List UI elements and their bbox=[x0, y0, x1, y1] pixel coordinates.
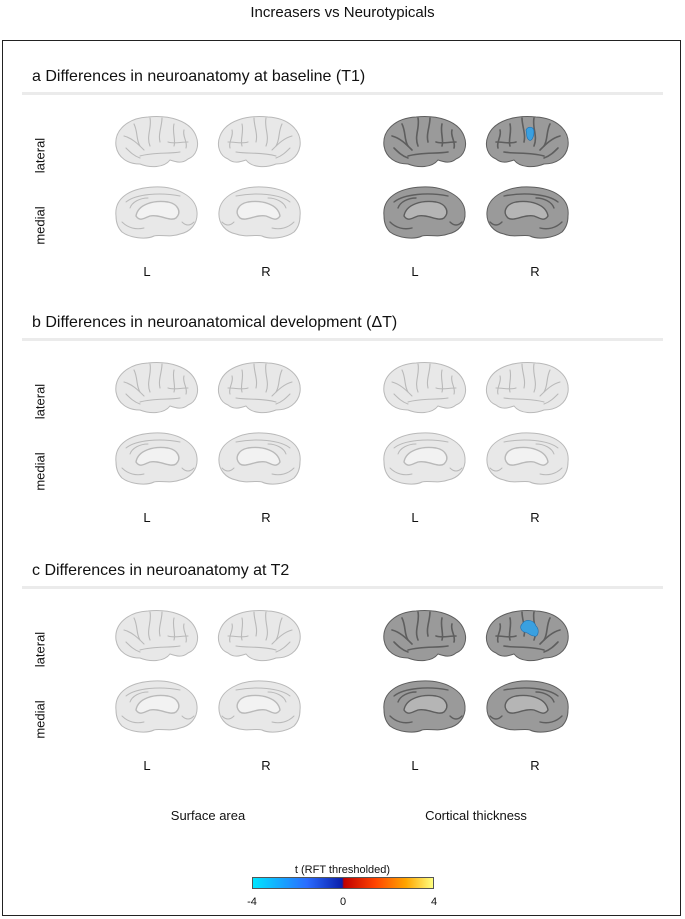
panel-divider bbox=[22, 338, 663, 341]
brain-surface-medial-right-image bbox=[218, 186, 301, 239]
brain-surface-medial-left-image bbox=[115, 432, 198, 485]
brain-surface-lateral-right-image bbox=[217, 116, 301, 168]
figure-frame bbox=[2, 40, 681, 916]
brain-thickness-lateral-left-image bbox=[383, 610, 467, 662]
colorbar-title: t (RFT thresholded) bbox=[294, 864, 391, 876]
hemi-label-right-surface: R bbox=[261, 264, 271, 279]
brain-thickness-medial-right bbox=[482, 428, 574, 495]
panel-title: c Differences in neuroanatomy at T2 bbox=[32, 562, 290, 579]
brain-surface-lateral-left bbox=[110, 112, 202, 179]
brain-surface-medial-right-image bbox=[218, 680, 301, 733]
brain-thickness-lateral-right-image bbox=[485, 116, 569, 168]
hemi-label-right-thickness: R bbox=[530, 264, 540, 279]
brain-surface-lateral-right-image bbox=[217, 610, 301, 662]
brain-surface-lateral-left-image bbox=[115, 610, 199, 662]
panel-title: b Differences in neuroanatomical develop… bbox=[32, 314, 398, 331]
colorbar-tick-max: 4 bbox=[430, 896, 438, 908]
hemi-label-left-thickness: L bbox=[411, 264, 419, 279]
brain-surface-medial-right bbox=[214, 428, 306, 495]
hemi-label-left-surface: L bbox=[143, 510, 151, 525]
brain-thickness-lateral-left-image bbox=[383, 362, 467, 414]
hemi-label-left-surface: L bbox=[143, 758, 151, 773]
brain-surface-lateral-left bbox=[110, 606, 202, 673]
hemi-label-right-thickness: R bbox=[530, 510, 540, 525]
brain-thickness-lateral-right bbox=[482, 358, 574, 425]
brain-surface-lateral-right bbox=[214, 358, 306, 425]
row-label-medial: medial bbox=[32, 452, 48, 491]
brain-surface-medial-left-image bbox=[115, 186, 198, 239]
brain-thickness-medial-left bbox=[378, 182, 470, 249]
brain-thickness-medial-left bbox=[378, 428, 470, 495]
hemi-label-right-surface: R bbox=[261, 510, 271, 525]
brain-thickness-medial-left bbox=[378, 676, 470, 743]
row-label-lateral: lateral bbox=[32, 631, 48, 668]
brain-thickness-medial-left-image bbox=[383, 186, 466, 239]
row-label-medial: medial bbox=[32, 700, 48, 739]
brain-thickness-medial-right-image bbox=[486, 432, 569, 485]
brain-thickness-lateral-right-image bbox=[485, 610, 569, 662]
hemi-label-left-surface: L bbox=[143, 264, 151, 279]
brain-thickness-medial-right-image bbox=[486, 680, 569, 733]
row-label-lateral: lateral bbox=[32, 137, 48, 174]
brain-surface-lateral-right bbox=[214, 606, 306, 673]
brain-surface-medial-left bbox=[110, 182, 202, 249]
brain-thickness-lateral-right-image bbox=[485, 362, 569, 414]
brain-thickness-medial-right bbox=[482, 182, 574, 249]
column-label-cortical-thickness: Cortical thickness bbox=[425, 808, 527, 823]
brain-surface-lateral-left-image bbox=[115, 362, 199, 414]
brain-thickness-medial-left-image bbox=[383, 432, 466, 485]
brain-surface-medial-right bbox=[214, 182, 306, 249]
brain-surface-medial-left bbox=[110, 676, 202, 743]
hemi-label-right-thickness: R bbox=[530, 758, 540, 773]
column-label-surface-area: Surface area bbox=[170, 808, 246, 823]
brain-surface-medial-right bbox=[214, 676, 306, 743]
brain-surface-lateral-right-image bbox=[217, 362, 301, 414]
brain-surface-medial-left bbox=[110, 428, 202, 495]
figure-title: Increasers vs Neurotypicals bbox=[250, 4, 435, 21]
row-label-lateral: lateral bbox=[32, 383, 48, 420]
brain-surface-lateral-right bbox=[214, 112, 306, 179]
panel-title: a Differences in neuroanatomy at baselin… bbox=[32, 68, 366, 85]
brain-surface-medial-left-image bbox=[115, 680, 198, 733]
brain-thickness-medial-right bbox=[482, 676, 574, 743]
colorbar-tick-zero: 0 bbox=[339, 896, 347, 908]
brain-thickness-lateral-right bbox=[482, 112, 574, 179]
panel-divider bbox=[22, 586, 663, 589]
row-label-medial: medial bbox=[32, 206, 48, 245]
panel-divider bbox=[22, 92, 663, 95]
colorbar-tick-min: -4 bbox=[247, 896, 257, 908]
brain-thickness-lateral-left bbox=[378, 358, 470, 425]
brain-surface-lateral-left-image bbox=[115, 116, 199, 168]
brain-thickness-lateral-left bbox=[378, 112, 470, 179]
brain-thickness-lateral-right bbox=[482, 606, 574, 673]
brain-surface-lateral-left bbox=[110, 358, 202, 425]
brain-thickness-lateral-left-image bbox=[383, 116, 467, 168]
hemi-label-left-thickness: L bbox=[411, 758, 419, 773]
brain-thickness-medial-left-image bbox=[383, 680, 466, 733]
brain-surface-medial-right-image bbox=[218, 432, 301, 485]
brain-thickness-lateral-left bbox=[378, 606, 470, 673]
colorbar bbox=[252, 877, 434, 889]
brain-thickness-medial-right-image bbox=[486, 186, 569, 239]
hemi-label-right-surface: R bbox=[261, 758, 271, 773]
hemi-label-left-thickness: L bbox=[411, 510, 419, 525]
